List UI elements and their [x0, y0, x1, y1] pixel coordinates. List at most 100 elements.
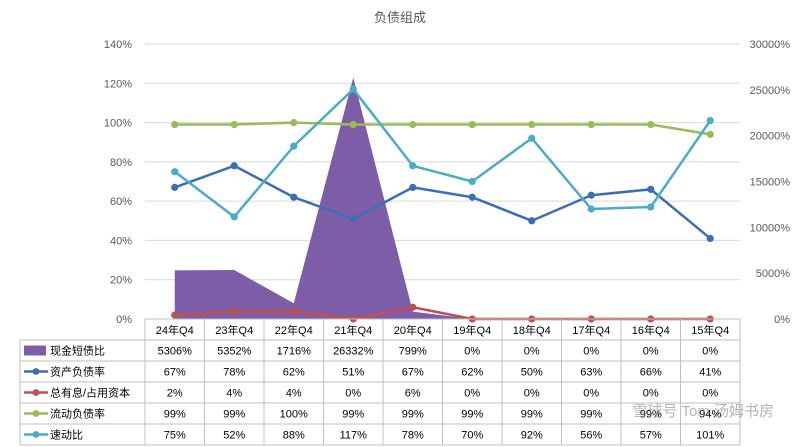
- series-line-0: [174, 164, 712, 240]
- x-tick-label: 20年Q4: [394, 323, 432, 337]
- data-point: [706, 117, 714, 125]
- data-point: [468, 193, 476, 201]
- right-tick-label: 25000%: [750, 85, 791, 97]
- legend-label: 现金短债比: [50, 344, 105, 358]
- data-point: [587, 205, 595, 213]
- data-label: 41%: [699, 367, 721, 379]
- legend-label: 流动负债率: [50, 407, 105, 421]
- data-label: 75%: [164, 430, 186, 442]
- data-point: [528, 217, 536, 225]
- data-label: 0%: [702, 346, 718, 358]
- data-point: [468, 177, 476, 186]
- data-label: 117%: [340, 430, 368, 442]
- data-label: 0%: [583, 388, 599, 400]
- data-label: 99%: [342, 409, 364, 421]
- legend-label: 速动比: [50, 429, 83, 442]
- x-tick-label: 22年Q4: [275, 323, 313, 337]
- data-label: 6%: [405, 388, 421, 400]
- x-tick-label: 18年Q4: [513, 323, 551, 337]
- legend-key-marker: [32, 431, 40, 438]
- series-line-3: [173, 87, 712, 219]
- data-point: [230, 120, 238, 129]
- data-label: 63%: [580, 367, 602, 379]
- data-point: [230, 213, 238, 221]
- data-label: 1716%: [277, 346, 311, 358]
- data-label: 99%: [461, 409, 483, 421]
- legend-label: 总有息/占用资本: [50, 386, 130, 400]
- data-point: [528, 134, 536, 142]
- data-label: 101%: [696, 430, 724, 442]
- left-tick-label: 100%: [104, 118, 132, 130]
- data-point: [647, 120, 655, 129]
- data-label: 78%: [402, 430, 424, 442]
- gridlines: [145, 43, 740, 320]
- data-point: [409, 162, 417, 170]
- data-point: [290, 118, 298, 127]
- left-tick-label: 80%: [110, 157, 132, 169]
- right-axis-ticks: 0% 5000% 10000% 15000% 20000% 25000% 30000%: [750, 39, 791, 326]
- data-label: 70%: [461, 430, 483, 442]
- data-label: 57%: [640, 430, 662, 442]
- left-tick-label: 140%: [104, 39, 132, 51]
- data-label: 94%: [699, 409, 721, 421]
- data-label: 2%: [167, 388, 183, 400]
- data-label: 0%: [702, 388, 718, 400]
- data-label: 88%: [283, 430, 305, 442]
- right-tick-label: 0%: [774, 314, 790, 326]
- right-tick-label: 15000%: [750, 177, 791, 189]
- data-point: [706, 234, 714, 243]
- left-tick-label: 40%: [110, 235, 132, 247]
- data-point: [706, 130, 714, 138]
- data-point: [349, 215, 357, 223]
- data-label: 92%: [521, 430, 543, 442]
- data-label: 99%: [223, 409, 245, 421]
- data-label: 52%: [223, 430, 245, 442]
- x-tick-label: 17年Q4: [572, 323, 610, 337]
- data-label: 100%: [280, 409, 308, 421]
- data-label: 99%: [640, 409, 662, 421]
- data-point: [230, 307, 238, 315]
- data-label: 0%: [464, 346, 480, 358]
- data-label: 0%: [643, 346, 659, 358]
- cash-short-debt-area: [174, 77, 711, 319]
- data-point: [587, 120, 595, 129]
- legend-key-area: [24, 345, 46, 356]
- left-axis-ticks: 0% 20% 40% 60% 80% 100% 120% 140%: [104, 39, 132, 326]
- left-tick-label: 20%: [110, 275, 132, 287]
- data-point: [290, 193, 298, 201]
- left-tick-label: 120%: [104, 78, 132, 90]
- data-point: [349, 85, 357, 93]
- data-label: 66%: [640, 367, 662, 379]
- data-label: 99%: [580, 409, 602, 421]
- left-tick-label: 0%: [116, 314, 132, 326]
- data-point: [409, 120, 417, 129]
- x-tick-label: 19年Q4: [453, 323, 491, 337]
- data-label: 51%: [342, 367, 364, 379]
- data-label: 56%: [580, 430, 602, 442]
- data-label: 0%: [643, 388, 659, 400]
- data-label: 4%: [286, 388, 302, 400]
- data-point: [647, 185, 655, 193]
- data-point: [409, 303, 417, 311]
- x-tick-label: 16年Q4: [632, 323, 670, 337]
- data-label: 0%: [345, 388, 361, 400]
- left-tick-label: 60%: [110, 196, 132, 208]
- data-label: 0%: [583, 346, 599, 358]
- data-point: [587, 191, 595, 199]
- data-point: [290, 142, 298, 150]
- data-point: [171, 120, 179, 129]
- data-table: 24年Q4 23年Q4 22年Q4 21年Q4 20年Q4 19年Q4 18年Q4 17年Q4…: [19, 318, 741, 446]
- data-label: 99%: [521, 409, 543, 421]
- watermark: 雪球号 Tom 汤姆书房: [632, 403, 774, 420]
- legend-key-marker: [32, 410, 40, 417]
- data-point: [349, 120, 357, 129]
- data-label: 4%: [226, 388, 242, 400]
- data-point: [528, 120, 536, 129]
- data-label: 50%: [521, 367, 543, 379]
- series-line-2: [174, 121, 711, 136]
- data-point: [171, 168, 179, 176]
- right-tick-label: 10000%: [750, 222, 791, 234]
- data-label: 0%: [524, 388, 540, 400]
- data-label: 799%: [399, 346, 427, 358]
